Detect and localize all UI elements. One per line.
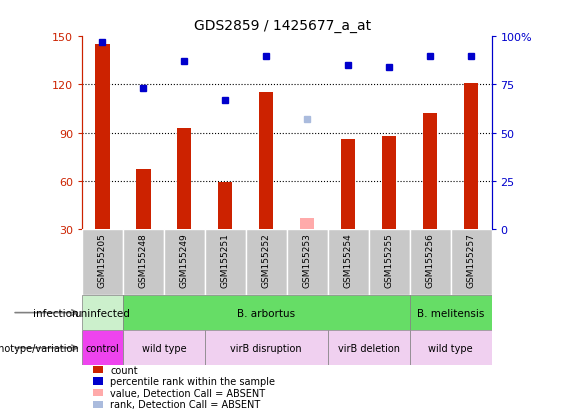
Text: GSM155255: GSM155255 bbox=[385, 233, 394, 287]
Bar bbox=[82, 229, 123, 295]
Text: genotype/variation: genotype/variation bbox=[0, 343, 79, 353]
Text: value, Detection Call = ABSENT: value, Detection Call = ABSENT bbox=[110, 388, 266, 398]
Text: GSM155251: GSM155251 bbox=[221, 233, 230, 287]
Text: GSM155248: GSM155248 bbox=[139, 233, 148, 287]
Bar bbox=[82, 295, 123, 330]
Bar bbox=[164, 229, 205, 295]
Bar bbox=[123, 295, 410, 330]
Text: B. melitensis: B. melitensis bbox=[417, 308, 484, 318]
Text: count: count bbox=[110, 365, 138, 375]
Text: virB deletion: virB deletion bbox=[338, 343, 399, 353]
Text: uninfected: uninfected bbox=[75, 308, 131, 318]
Bar bbox=[82, 330, 123, 366]
Text: GSM155256: GSM155256 bbox=[425, 233, 434, 287]
Text: wild type: wild type bbox=[428, 343, 473, 353]
Bar bbox=[123, 229, 164, 295]
Text: GSM155257: GSM155257 bbox=[467, 233, 476, 287]
Text: percentile rank within the sample: percentile rank within the sample bbox=[110, 376, 275, 386]
Bar bbox=[464, 83, 478, 229]
Bar bbox=[410, 229, 451, 295]
Text: GDS2859 / 1425677_a_at: GDS2859 / 1425677_a_at bbox=[194, 19, 371, 33]
Text: infection: infection bbox=[33, 308, 79, 318]
Bar bbox=[423, 114, 437, 229]
Text: control: control bbox=[85, 343, 119, 353]
Bar bbox=[328, 330, 410, 366]
Text: rank, Detection Call = ABSENT: rank, Detection Call = ABSENT bbox=[110, 399, 260, 409]
Bar bbox=[205, 330, 328, 366]
Bar bbox=[369, 229, 410, 295]
Bar bbox=[287, 229, 328, 295]
Bar bbox=[205, 229, 246, 295]
Bar bbox=[328, 229, 369, 295]
Text: virB disruption: virB disruption bbox=[231, 343, 302, 353]
Bar bbox=[451, 229, 492, 295]
Text: wild type: wild type bbox=[142, 343, 186, 353]
Bar bbox=[300, 218, 314, 229]
Bar bbox=[246, 229, 287, 295]
Text: GSM155253: GSM155253 bbox=[303, 233, 312, 287]
Bar bbox=[382, 136, 396, 229]
Bar bbox=[136, 170, 150, 229]
Bar bbox=[259, 93, 273, 229]
Bar bbox=[410, 295, 492, 330]
Bar bbox=[218, 183, 232, 229]
Bar bbox=[123, 330, 205, 366]
Text: GSM155254: GSM155254 bbox=[344, 233, 353, 287]
Bar bbox=[410, 330, 492, 366]
Bar bbox=[95, 45, 110, 229]
Text: GSM155249: GSM155249 bbox=[180, 233, 189, 287]
Text: GSM155252: GSM155252 bbox=[262, 233, 271, 287]
Bar bbox=[177, 128, 192, 229]
Text: B. arbortus: B. arbortus bbox=[237, 308, 295, 318]
Text: GSM155205: GSM155205 bbox=[98, 233, 107, 287]
Bar bbox=[341, 140, 355, 229]
